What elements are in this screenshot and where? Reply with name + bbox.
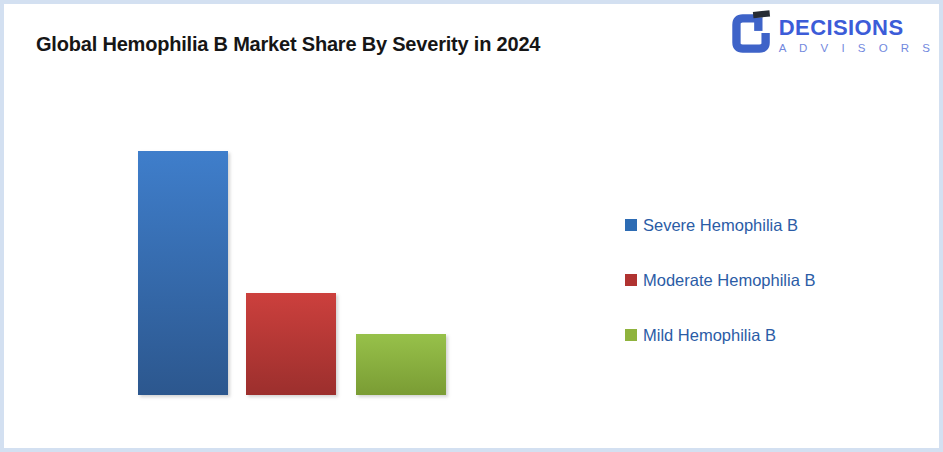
chart-card: Global Hemophilia B Market Share By Seve… bbox=[0, 0, 943, 452]
legend-label-severe: Severe Hemophilia B bbox=[643, 216, 798, 235]
legend-label-mild: Mild Hemophilia B bbox=[643, 326, 776, 345]
bar-severe-hemophilia-b bbox=[138, 151, 228, 395]
legend-item-severe: Severe Hemophilia B bbox=[625, 214, 815, 236]
legend-label-moderate: Moderate Hemophilia B bbox=[643, 271, 815, 290]
legend-swatch-moderate bbox=[625, 274, 637, 286]
legend-item-moderate: Moderate Hemophilia B bbox=[625, 269, 815, 291]
legend-item-mild: Mild Hemophilia B bbox=[625, 324, 815, 346]
legend-swatch-mild bbox=[625, 329, 637, 341]
chart-legend: Severe Hemophilia B Moderate Hemophilia … bbox=[625, 214, 815, 346]
bar-mild-hemophilia-b bbox=[356, 334, 446, 395]
legend-swatch-severe bbox=[625, 219, 637, 231]
bar-moderate-hemophilia-b bbox=[246, 293, 336, 395]
